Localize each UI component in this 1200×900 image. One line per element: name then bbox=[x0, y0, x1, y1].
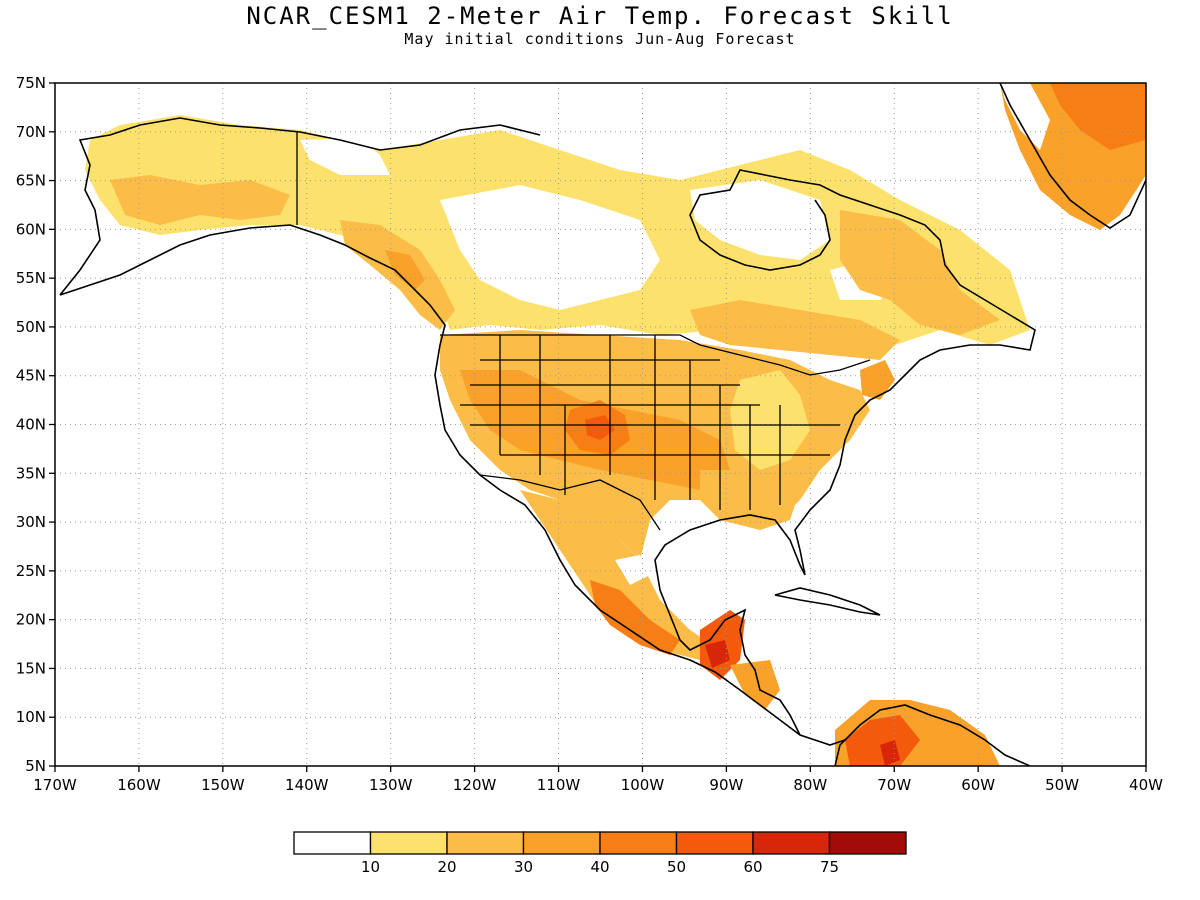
coastline-layer bbox=[59, 83, 1146, 766]
page-title: NCAR_CESM1 2-Meter Air Temp. Forecast Sk… bbox=[246, 2, 954, 30]
skill-region-central-america-peak bbox=[705, 640, 730, 668]
lat-tick-label: 15N bbox=[16, 659, 46, 677]
lon-tick-label: 90W bbox=[709, 776, 743, 794]
latitude-axis-labels: 75N 70N 65N 60N 55N 50N 45N 40N 35N 30N 25N 20N 15N 1… bbox=[16, 74, 46, 775]
lat-tick-label: 20N bbox=[16, 611, 46, 629]
lon-tick-label: 80W bbox=[793, 776, 827, 794]
lon-tick-label: 60W bbox=[961, 776, 995, 794]
lon-tick-label: 130W bbox=[369, 776, 413, 794]
colorbar-boxes bbox=[293, 831, 907, 855]
lon-tick-label: 110W bbox=[537, 776, 581, 794]
lat-tick-label: 40N bbox=[16, 416, 46, 434]
border-layer bbox=[296, 132, 871, 531]
lon-tick-label: 40W bbox=[1129, 776, 1163, 794]
colorbar-box bbox=[828, 831, 907, 855]
colorbar-box bbox=[752, 831, 831, 855]
lat-tick-label: 5N bbox=[25, 757, 46, 775]
skill-region-south-america-high bbox=[845, 715, 920, 766]
skill-region-mexico-white bbox=[615, 555, 650, 585]
colorbar-label: 20 bbox=[437, 858, 456, 876]
south-america-coastline bbox=[834, 704, 1031, 766]
lat-tick-label: 70N bbox=[16, 123, 46, 141]
skill-region-south-america-peak bbox=[880, 740, 900, 766]
lat-tick-label: 65N bbox=[16, 172, 46, 190]
lon-tick-label: 170W bbox=[33, 776, 77, 794]
colorbar-box bbox=[599, 831, 678, 855]
map-gridlines bbox=[55, 83, 1146, 766]
us-state-lines bbox=[460, 335, 840, 510]
skill-region-mexico-moderate bbox=[520, 490, 720, 660]
colorbar-label: 10 bbox=[361, 858, 380, 876]
colorbar-box bbox=[675, 831, 754, 855]
skill-region-greenland-high bbox=[1050, 83, 1146, 150]
skill-region-maine-high bbox=[860, 360, 895, 400]
cuba-coastline bbox=[774, 587, 881, 616]
lat-tick-label: 30N bbox=[16, 513, 46, 531]
skill-region-nicaragua-moderate bbox=[730, 660, 780, 710]
lat-tick-label: 55N bbox=[16, 269, 46, 287]
lat-tick-label: 25N bbox=[16, 562, 46, 580]
north-america-coastline bbox=[59, 169, 1036, 746]
lon-tick-label: 140W bbox=[285, 776, 329, 794]
skill-region-mexico-high bbox=[590, 580, 680, 655]
lon-tick-label: 50W bbox=[1045, 776, 1079, 794]
colorbar-box bbox=[369, 831, 448, 855]
lat-tick-label: 35N bbox=[16, 464, 46, 482]
colorbar-label: 75 bbox=[820, 858, 839, 876]
lat-tick-label: 60N bbox=[16, 220, 46, 238]
lat-tick-label: 10N bbox=[16, 708, 46, 726]
skill-region-canada-low-2 bbox=[440, 185, 660, 310]
skill-region-east-canada-moderate bbox=[840, 210, 1000, 335]
lon-tick-label: 120W bbox=[453, 776, 497, 794]
skill-region-colorado-peak bbox=[585, 415, 615, 440]
colorbar-box bbox=[293, 831, 372, 855]
colorbar-box bbox=[446, 831, 525, 855]
skill-region-hudson-low bbox=[690, 180, 830, 260]
us-mexico-border bbox=[479, 474, 661, 531]
lon-tick-label: 70W bbox=[877, 776, 911, 794]
lat-tick-label: 50N bbox=[16, 318, 46, 336]
skill-region-bc-high bbox=[385, 250, 425, 290]
us-canada-border bbox=[440, 334, 871, 376]
colorbar-labels: 10 20 30 40 50 60 75 bbox=[361, 858, 839, 876]
axis-ticks bbox=[49, 82, 1147, 772]
skill-region-greenland-white bbox=[1000, 83, 1050, 150]
longitude-axis-labels: 170W 160W 150W 140W 130W 120W 110W 100W 90W 80W 70… bbox=[33, 776, 1163, 794]
lat-tick-label: 45N bbox=[16, 367, 46, 385]
lon-tick-label: 160W bbox=[117, 776, 161, 794]
colorbar-label: 30 bbox=[514, 858, 533, 876]
colorbar-label: 60 bbox=[743, 858, 762, 876]
colorbar-box bbox=[522, 831, 601, 855]
skill-region-alaska-moderate bbox=[110, 175, 290, 225]
greenland-coastline bbox=[999, 83, 1146, 229]
colorbar-label: 40 bbox=[590, 858, 609, 876]
lon-tick-label: 150W bbox=[201, 776, 245, 794]
colorbar-label: 50 bbox=[667, 858, 686, 876]
lat-tick-label: 75N bbox=[16, 74, 46, 92]
lon-tick-label: 100W bbox=[621, 776, 665, 794]
skill-region-ontario-moderate bbox=[690, 300, 900, 360]
alaska-north-coast bbox=[59, 117, 541, 296]
page-subtitle: May initial conditions Jun-Aug Forecast bbox=[404, 30, 796, 48]
